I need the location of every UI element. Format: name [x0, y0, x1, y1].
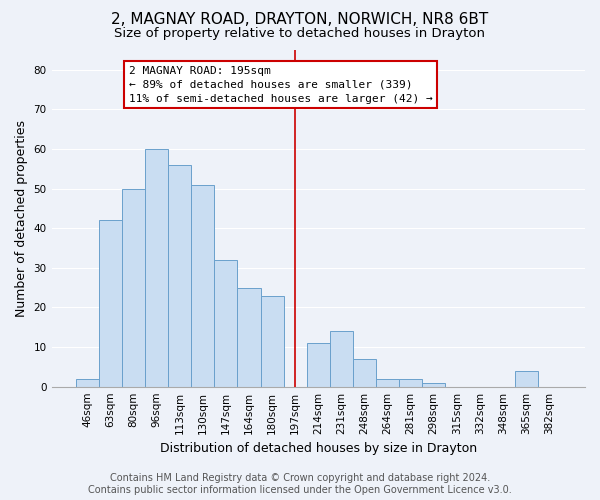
Bar — [376, 379, 399, 386]
Text: 2, MAGNAY ROAD, DRAYTON, NORWICH, NR8 6BT: 2, MAGNAY ROAD, DRAYTON, NORWICH, NR8 6B… — [112, 12, 488, 28]
Bar — [191, 184, 214, 386]
Bar — [399, 379, 422, 386]
Bar — [353, 359, 376, 386]
Bar — [422, 382, 445, 386]
Text: Size of property relative to detached houses in Drayton: Size of property relative to detached ho… — [115, 28, 485, 40]
Bar — [99, 220, 122, 386]
Bar — [238, 288, 260, 386]
Y-axis label: Number of detached properties: Number of detached properties — [15, 120, 28, 317]
Bar — [330, 331, 353, 386]
Text: 2 MAGNAY ROAD: 195sqm
← 89% of detached houses are smaller (339)
11% of semi-det: 2 MAGNAY ROAD: 195sqm ← 89% of detached … — [129, 66, 433, 104]
Bar — [307, 343, 330, 386]
Bar — [260, 296, 284, 386]
X-axis label: Distribution of detached houses by size in Drayton: Distribution of detached houses by size … — [160, 442, 477, 455]
Bar — [515, 371, 538, 386]
Bar — [76, 379, 99, 386]
Bar — [168, 165, 191, 386]
Bar — [214, 260, 238, 386]
Bar — [145, 149, 168, 386]
Bar — [122, 188, 145, 386]
Text: Contains HM Land Registry data © Crown copyright and database right 2024.
Contai: Contains HM Land Registry data © Crown c… — [88, 474, 512, 495]
